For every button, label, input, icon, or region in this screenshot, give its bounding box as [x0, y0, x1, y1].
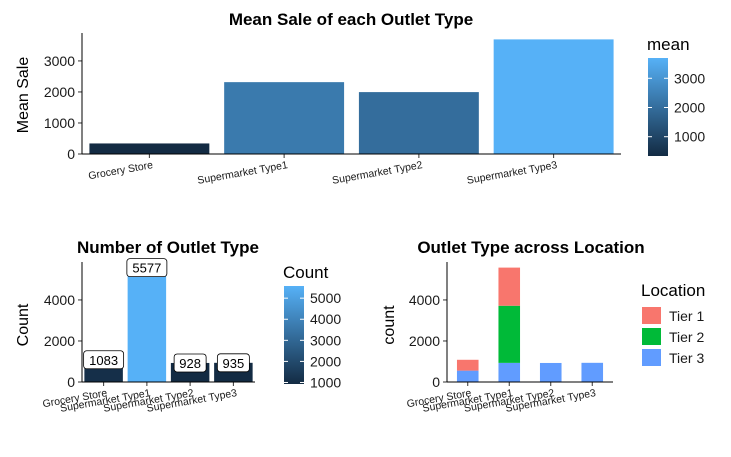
chart-title: Mean Sale of each Outlet Type [229, 10, 473, 29]
y-axis-title: Count [15, 303, 32, 346]
colorbar-tick-label: 2000 [674, 99, 705, 115]
legend-keys: Tier 1 Tier 2 Tier 3 [642, 307, 704, 366]
data-label-box [173, 353, 207, 373]
bar-segment [539, 362, 562, 382]
bar-segment [456, 370, 479, 382]
x-axis-ticks: Grocery Store Supermarket Type1 Supermarke… [87, 154, 558, 187]
data-label: 1083 [89, 353, 118, 368]
bar-segment [456, 359, 479, 371]
colorbar [284, 286, 304, 384]
colorbar-tick-label: 3000 [674, 70, 705, 86]
y-tick-label: 2000 [44, 333, 75, 349]
y-tick-label: 2000 [44, 84, 75, 100]
legend-title: Location [641, 281, 705, 300]
y-axis-ticks: 0 2000 4000 [44, 292, 82, 390]
bar [89, 143, 210, 154]
data-label: 5577 [132, 261, 161, 276]
data-label-box [216, 353, 250, 373]
colorbar-tick-label: 4000 [310, 311, 341, 327]
x-tick-label: Grocery Store [87, 159, 154, 182]
legend: Location Tier 1 Tier 2 Tier 3 [641, 281, 705, 366]
bar [224, 82, 345, 154]
y-tick-label: 4000 [44, 292, 75, 308]
x-tick-label: Supermarket Type2 [331, 159, 423, 187]
legend-label: Tier 2 [669, 329, 704, 345]
bar-segment [498, 267, 521, 306]
bar-segment [498, 362, 521, 382]
colorbar [648, 58, 668, 156]
bar-segment [581, 362, 604, 382]
legend-swatch [642, 307, 661, 324]
legend-label: Tier 1 [669, 308, 704, 324]
legend-title: mean [647, 35, 690, 54]
y-tick-label: 2000 [409, 333, 440, 349]
y-axis-title: count [381, 305, 398, 345]
colorbar-tick-label: 2000 [310, 353, 341, 369]
panel-mean-sale: Mean Sale of each Outlet Type Mean Sale … [15, 10, 705, 187]
chart-title: Number of Outlet Type [77, 238, 259, 257]
x-tick-label: Supermarket Type1 [196, 159, 288, 187]
colorbar-tick-label: 1000 [674, 129, 705, 145]
bar [358, 92, 479, 154]
y-tick-label: 3000 [44, 53, 75, 69]
data-labels: 1083 5577 928 935 [83, 258, 250, 373]
y-tick-label: 0 [432, 374, 440, 390]
legend: mean 1000 2000 3000 [647, 35, 705, 156]
legend-label: Tier 3 [669, 350, 704, 366]
x-tick-label: Supermarket Type3 [466, 159, 558, 187]
colorbar-tick-label: 5000 [310, 290, 341, 306]
chart-title: Outlet Type across Location [417, 238, 644, 257]
bar [493, 39, 614, 154]
colorbar-ticks: 1000 2000 3000 [648, 70, 705, 145]
bars [456, 267, 604, 382]
bar [127, 267, 167, 382]
legend-swatch [642, 349, 661, 366]
legend-title: Count [283, 263, 329, 282]
y-tick-label: 0 [67, 146, 75, 162]
data-label: 935 [223, 356, 245, 371]
legend: Count 1000 2000 3000 4000 5000 [283, 263, 341, 390]
panel-location: Outlet Type across Location count 0 2000 4… [381, 238, 705, 415]
bars [89, 39, 614, 154]
bar-segment [498, 305, 521, 363]
panel-outlet-count: Number of Outlet Type Count 0 2000 4000 10… [15, 238, 341, 415]
colorbar-ticks: 1000 2000 3000 4000 5000 [284, 290, 341, 390]
legend-swatch [642, 328, 661, 345]
y-axis-title: Mean Sale [15, 57, 32, 134]
colorbar-tick-label: 1000 [310, 374, 341, 390]
y-axis-ticks: 0 1000 2000 3000 [44, 53, 82, 162]
data-label-box [83, 350, 125, 370]
y-axis-ticks: 0 2000 4000 [409, 292, 447, 390]
data-label-box [126, 258, 168, 278]
y-tick-label: 4000 [409, 292, 440, 308]
colorbar-tick-label: 3000 [310, 332, 341, 348]
y-tick-label: 0 [67, 374, 75, 390]
data-label: 928 [179, 356, 201, 371]
y-tick-label: 1000 [44, 115, 75, 131]
